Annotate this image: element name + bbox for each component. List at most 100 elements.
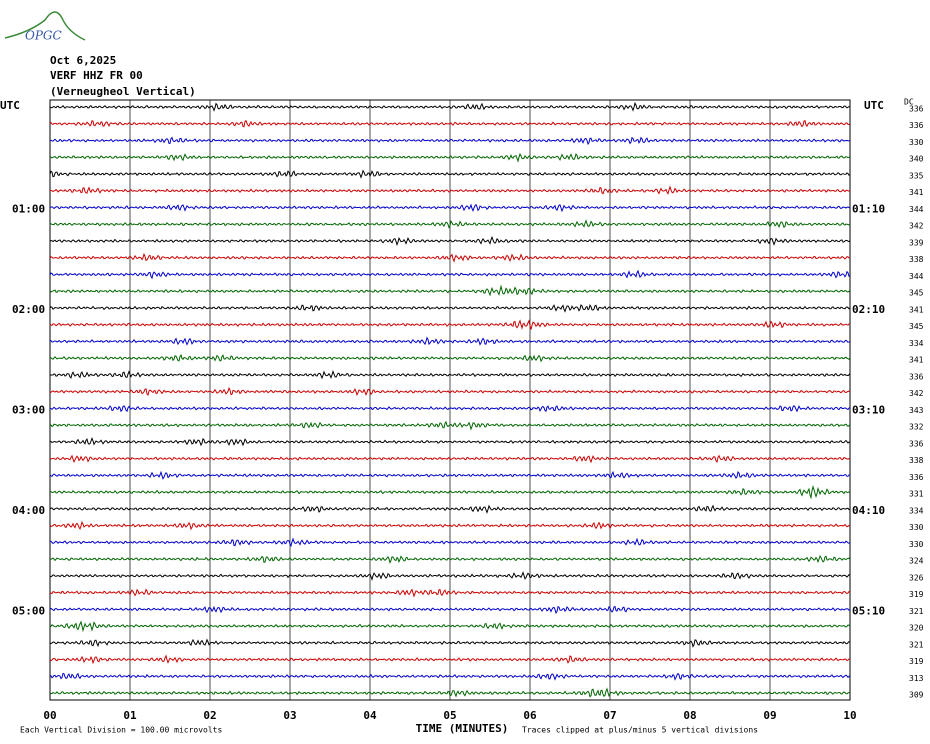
trace	[49, 203, 851, 213]
dc-value: 344	[909, 272, 924, 281]
dc-value: 330	[909, 138, 924, 147]
dc-value: 343	[909, 406, 924, 415]
dc-value: 326	[909, 573, 924, 582]
subtitle: VERF HHZ FR 00	[50, 69, 143, 82]
right-tick-label: 04:10	[852, 504, 885, 517]
right-tick-label: 05:10	[852, 604, 885, 617]
trace	[49, 101, 851, 112]
dc-value: 336	[909, 372, 924, 381]
dc-value: 334	[909, 339, 924, 348]
x-tick-label: 00	[43, 709, 56, 722]
dc-value: 332	[909, 423, 924, 432]
dc-value: 342	[909, 389, 924, 398]
trace	[49, 485, 851, 500]
dc-value: 321	[909, 640, 924, 649]
trace	[49, 654, 851, 665]
trace	[49, 119, 851, 128]
clip-note: Traces clipped at plus/minus 5 vertical …	[522, 726, 758, 735]
y-tick-label: 01:00	[12, 202, 45, 215]
dc-value: 320	[909, 624, 924, 633]
y-tick-label: 02:00	[12, 303, 45, 316]
trace	[49, 638, 851, 648]
dc-value: 344	[909, 205, 924, 214]
dc-value: 321	[909, 607, 924, 616]
logo-mark	[4, 11, 86, 41]
trace	[49, 353, 851, 363]
dc-value: 345	[909, 322, 924, 331]
dc-value: 341	[909, 305, 924, 314]
trace	[49, 319, 851, 330]
trace	[49, 555, 851, 564]
dc-value: 336	[909, 121, 924, 130]
trace	[49, 269, 851, 280]
trace	[49, 136, 851, 146]
trace	[49, 386, 851, 397]
dc-value: 309	[909, 691, 924, 700]
logo: OPGC	[25, 29, 62, 43]
station: (Verneugheol Vertical)	[50, 85, 196, 98]
dc-value: 341	[909, 188, 924, 197]
trace	[49, 235, 851, 247]
trace	[49, 687, 851, 698]
dc-value: 330	[909, 523, 924, 532]
trace	[50, 537, 851, 547]
x-tick-label: 01	[123, 709, 137, 722]
trace	[49, 252, 851, 263]
x-tick-label: 10	[843, 709, 856, 722]
dc-value: 335	[909, 171, 924, 180]
x-tick-label: 08	[683, 709, 696, 722]
trace	[49, 436, 851, 447]
trace	[49, 504, 851, 514]
x-tick-label: 05	[443, 709, 456, 722]
y-tick-label: 04:00	[12, 504, 45, 517]
dc-value: 345	[909, 289, 924, 298]
trace	[49, 304, 851, 313]
trace	[49, 169, 851, 179]
right-header: UTC	[864, 99, 884, 112]
right-tick-label: 01:10	[852, 202, 885, 215]
trace	[49, 185, 851, 195]
x-tick-label: 02	[203, 709, 216, 722]
dc-value: 330	[909, 540, 924, 549]
dc-value: 313	[909, 674, 924, 683]
x-tick-label: 09	[763, 709, 776, 722]
right-tick-label: 03:10	[852, 403, 885, 416]
dc-value: 341	[909, 356, 924, 365]
trace	[49, 454, 851, 464]
left-header: UTC	[0, 99, 20, 112]
right-tick-label: 02:10	[852, 303, 885, 316]
dc-value: 331	[909, 490, 924, 499]
trace	[49, 336, 851, 346]
trace	[49, 588, 851, 598]
x-tick-label: 07	[603, 709, 616, 722]
trace	[49, 370, 851, 380]
trace	[49, 620, 851, 633]
dc-value: 338	[909, 456, 924, 465]
dc-value: 319	[909, 590, 924, 599]
dc-value: 342	[909, 222, 924, 231]
dc-value: 336	[909, 473, 924, 482]
x-tick-label: 03	[283, 709, 296, 722]
dc-value: 336	[909, 439, 924, 448]
trace	[49, 520, 851, 531]
trace	[49, 571, 851, 582]
trace	[49, 405, 851, 413]
dc-value: 319	[909, 657, 924, 666]
dc-value: 334	[909, 506, 924, 515]
y-tick-label: 05:00	[12, 604, 45, 617]
dc-value: 338	[909, 255, 924, 264]
dc-value: 324	[909, 557, 924, 566]
x-axis-label: TIME (MINUTES)	[416, 722, 509, 735]
trace	[49, 420, 851, 431]
dc-header: DC	[904, 98, 914, 107]
trace	[49, 219, 851, 229]
trace	[49, 152, 851, 163]
trace	[49, 605, 851, 614]
dc-value: 339	[909, 238, 924, 247]
chart-title: Oct 6,2025	[50, 54, 116, 67]
trace	[49, 284, 851, 297]
scale-note: Each Vertical Division = 100.00 microvol…	[20, 726, 222, 735]
x-tick-label: 04	[363, 709, 377, 722]
x-tick-label: 06	[523, 709, 537, 722]
